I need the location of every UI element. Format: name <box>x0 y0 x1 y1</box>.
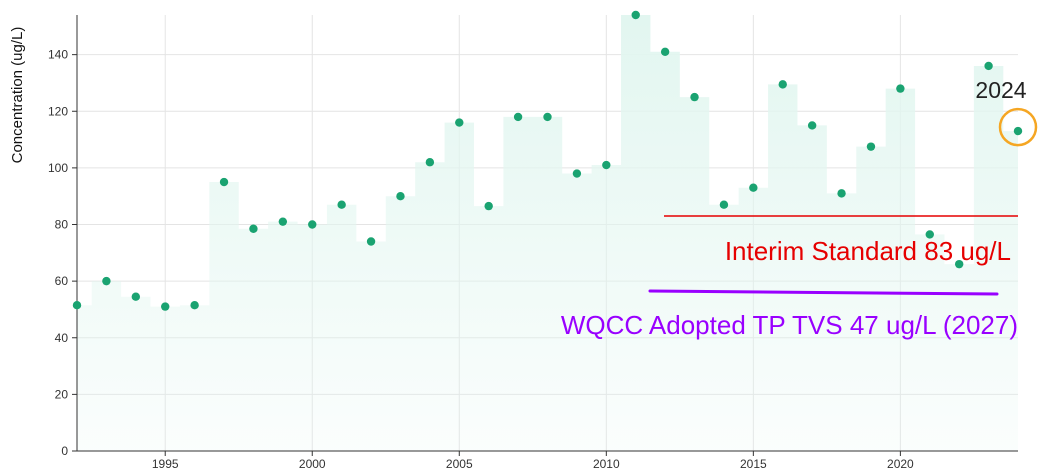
data-point <box>455 118 464 127</box>
interim-standard-label: Interim Standard 83 ug/L <box>725 236 1011 266</box>
wqcc-standard-line <box>648 289 999 296</box>
data-point <box>543 112 552 122</box>
highlight-circle <box>998 107 1038 147</box>
axes-layer: 0 20 40 60 80 100 120 140 1995 2000 2005 2010 2015 20… <box>48 15 1018 470</box>
y-tick-label: 60 <box>55 274 69 288</box>
data-point <box>219 177 229 187</box>
data-point <box>337 200 346 209</box>
data-point <box>896 84 905 93</box>
points-layer <box>72 10 1023 311</box>
data-point <box>837 189 846 198</box>
data-point <box>72 300 82 310</box>
annotation-lines <box>648 215 1018 296</box>
data-point <box>425 158 435 167</box>
wqcc-standard-label: WQCC Adopted TP TVS 47 ug/L (2027) <box>561 310 1018 340</box>
data-point <box>190 300 199 310</box>
data-point <box>131 292 141 301</box>
data-point <box>366 237 376 246</box>
y-tick-label: 140 <box>48 48 68 62</box>
data-point <box>396 191 405 201</box>
data-point <box>984 61 993 71</box>
data-point <box>807 121 817 130</box>
y-axis-title: Concentration (ug/L) <box>9 27 26 164</box>
annotation-text-layer: Interim Standard 83 ug/L WQCC Adopted TP … <box>561 77 1038 340</box>
data-point <box>572 169 582 178</box>
data-point <box>102 276 111 286</box>
data-point <box>660 47 670 57</box>
y-tick-label: 20 <box>55 387 69 401</box>
data-point <box>925 230 934 239</box>
data-point <box>513 112 523 122</box>
data-point <box>1013 126 1023 136</box>
data-point <box>308 220 317 229</box>
data-point <box>954 259 964 269</box>
step-area <box>77 15 1018 451</box>
data-point <box>749 183 758 192</box>
x-tick-label: 2010 <box>593 457 620 470</box>
data-point <box>690 92 699 102</box>
data-point <box>249 224 258 233</box>
y-tick-label: 100 <box>48 161 68 175</box>
data-point <box>602 160 611 170</box>
y-tick-label: 80 <box>55 218 69 232</box>
data-point <box>484 201 493 211</box>
data-point <box>278 217 288 226</box>
y-tick-label: 0 <box>61 444 68 458</box>
highlight-year-label: 2024 <box>975 77 1026 103</box>
data-point <box>719 200 729 209</box>
x-tick-label: 1995 <box>152 457 179 470</box>
x-tick-label: 2015 <box>740 457 767 470</box>
x-tick-label: 2020 <box>887 457 914 470</box>
y-tick-label: 40 <box>55 331 69 345</box>
step-area-layer <box>77 15 1018 451</box>
data-point <box>161 302 170 311</box>
data-point <box>778 80 787 89</box>
x-tick-label: 2000 <box>299 457 326 470</box>
data-point <box>631 10 640 20</box>
x-tick-label: 2005 <box>446 457 473 470</box>
data-point <box>866 142 876 151</box>
y-tick-label: 120 <box>48 104 68 118</box>
